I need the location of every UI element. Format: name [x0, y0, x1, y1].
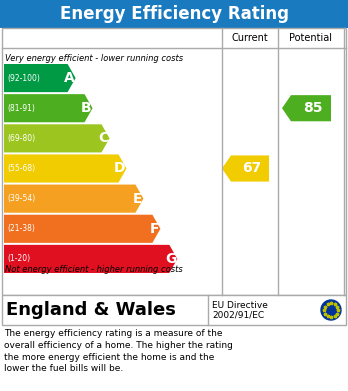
Polygon shape — [4, 64, 76, 92]
Bar — [0, 0, 348, 28]
Polygon shape — [282, 95, 331, 121]
Text: G: G — [165, 252, 176, 266]
Text: (1-20): (1-20) — [7, 255, 30, 264]
Bar — [2, 28, 346, 295]
Text: B: B — [81, 101, 92, 115]
Text: E: E — [133, 192, 142, 206]
Polygon shape — [4, 124, 110, 152]
Text: C: C — [98, 131, 109, 145]
Polygon shape — [4, 185, 143, 213]
Text: Energy Efficiency Rating: Energy Efficiency Rating — [60, 5, 288, 23]
Polygon shape — [4, 245, 177, 273]
Text: Current: Current — [232, 33, 268, 43]
Text: 85: 85 — [303, 101, 323, 115]
Text: (21-38): (21-38) — [7, 224, 35, 233]
Text: 67: 67 — [242, 161, 262, 176]
Text: (39-54): (39-54) — [7, 194, 35, 203]
Circle shape — [321, 300, 341, 320]
Text: England & Wales: England & Wales — [6, 301, 176, 319]
Polygon shape — [4, 215, 160, 243]
Text: The energy efficiency rating is a measure of the
overall efficiency of a home. T: The energy efficiency rating is a measur… — [4, 329, 233, 373]
Text: (69-80): (69-80) — [7, 134, 35, 143]
Polygon shape — [4, 154, 126, 183]
Text: Potential: Potential — [290, 33, 332, 43]
Text: (55-68): (55-68) — [7, 164, 35, 173]
Text: EU Directive: EU Directive — [212, 301, 268, 310]
Text: Very energy efficient - lower running costs: Very energy efficient - lower running co… — [5, 54, 183, 63]
Text: D: D — [114, 161, 126, 176]
Polygon shape — [222, 156, 269, 181]
Text: F: F — [150, 222, 159, 236]
Text: 2002/91/EC: 2002/91/EC — [212, 310, 264, 319]
Text: (92-100): (92-100) — [7, 74, 40, 83]
Bar — [2, 295, 346, 325]
Text: Not energy efficient - higher running costs: Not energy efficient - higher running co… — [5, 265, 183, 274]
Text: A: A — [64, 71, 74, 85]
Polygon shape — [4, 94, 93, 122]
Text: (81-91): (81-91) — [7, 104, 35, 113]
